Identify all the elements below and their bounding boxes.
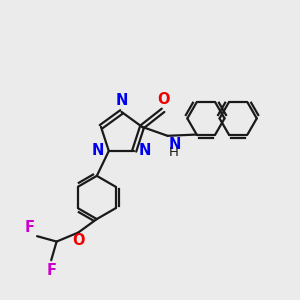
Text: F: F <box>25 220 35 235</box>
Text: F: F <box>46 262 56 278</box>
Text: N: N <box>92 143 104 158</box>
Text: N: N <box>169 137 182 152</box>
Text: H: H <box>169 146 179 159</box>
Text: O: O <box>72 233 85 248</box>
Text: O: O <box>158 92 170 107</box>
Text: N: N <box>115 93 128 108</box>
Text: N: N <box>139 143 151 158</box>
